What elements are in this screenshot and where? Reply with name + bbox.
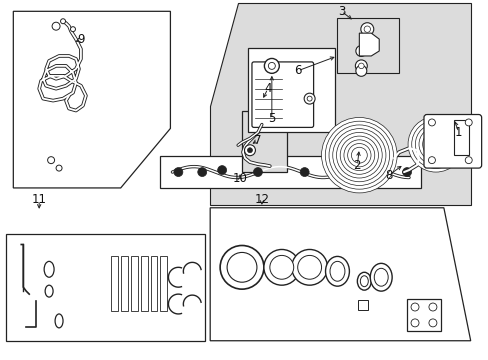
FancyBboxPatch shape	[160, 256, 167, 311]
Circle shape	[325, 121, 392, 189]
Circle shape	[52, 22, 60, 30]
Text: 10: 10	[232, 171, 247, 185]
Circle shape	[355, 60, 366, 72]
FancyBboxPatch shape	[423, 114, 481, 168]
Circle shape	[217, 166, 226, 175]
FancyBboxPatch shape	[121, 256, 127, 311]
Circle shape	[407, 117, 463, 172]
Circle shape	[429, 138, 441, 150]
Circle shape	[264, 58, 279, 73]
FancyBboxPatch shape	[247, 48, 335, 132]
Circle shape	[402, 168, 411, 176]
Polygon shape	[406, 299, 440, 331]
Circle shape	[56, 165, 62, 171]
Circle shape	[269, 255, 293, 279]
Ellipse shape	[369, 264, 391, 291]
Circle shape	[220, 246, 264, 289]
Circle shape	[355, 66, 366, 76]
Circle shape	[328, 125, 389, 185]
Text: 6: 6	[293, 64, 301, 77]
Circle shape	[410, 319, 418, 327]
Circle shape	[427, 157, 434, 164]
Polygon shape	[13, 11, 170, 188]
Circle shape	[351, 147, 366, 163]
Circle shape	[464, 157, 471, 164]
FancyBboxPatch shape	[337, 18, 398, 73]
Circle shape	[410, 303, 418, 311]
Circle shape	[355, 46, 366, 57]
Circle shape	[304, 93, 314, 104]
Circle shape	[264, 249, 299, 285]
Circle shape	[321, 117, 396, 193]
FancyBboxPatch shape	[160, 156, 420, 188]
Circle shape	[253, 168, 262, 176]
FancyBboxPatch shape	[141, 256, 147, 311]
Circle shape	[244, 145, 255, 156]
Polygon shape	[210, 3, 470, 205]
FancyBboxPatch shape	[453, 121, 468, 155]
Ellipse shape	[45, 285, 53, 297]
FancyBboxPatch shape	[358, 300, 367, 310]
Circle shape	[340, 136, 378, 174]
FancyBboxPatch shape	[150, 256, 157, 311]
Circle shape	[426, 135, 445, 154]
Circle shape	[268, 62, 275, 69]
Ellipse shape	[44, 261, 54, 277]
Polygon shape	[210, 208, 470, 341]
Circle shape	[300, 168, 308, 176]
Circle shape	[358, 63, 364, 69]
Circle shape	[343, 140, 374, 171]
Circle shape	[297, 255, 321, 279]
Circle shape	[336, 132, 382, 178]
Circle shape	[411, 120, 459, 168]
Ellipse shape	[357, 272, 370, 290]
Text: 9: 9	[77, 33, 84, 46]
Text: 2: 2	[353, 159, 360, 172]
Circle shape	[414, 124, 455, 165]
Circle shape	[61, 19, 65, 24]
FancyBboxPatch shape	[6, 234, 205, 341]
Ellipse shape	[329, 261, 344, 281]
FancyBboxPatch shape	[242, 111, 286, 172]
Circle shape	[376, 168, 385, 176]
Circle shape	[364, 26, 370, 32]
Circle shape	[174, 168, 183, 176]
Text: 5: 5	[267, 112, 275, 125]
Ellipse shape	[55, 314, 63, 328]
Circle shape	[427, 119, 434, 126]
Ellipse shape	[325, 256, 349, 286]
Circle shape	[342, 168, 351, 176]
Circle shape	[247, 148, 252, 153]
Text: 4: 4	[264, 82, 271, 95]
FancyBboxPatch shape	[251, 62, 313, 127]
Text: 3: 3	[337, 5, 345, 18]
Circle shape	[360, 23, 373, 36]
Circle shape	[332, 129, 385, 182]
Ellipse shape	[373, 268, 387, 286]
Text: 11: 11	[32, 193, 46, 206]
FancyBboxPatch shape	[130, 256, 137, 311]
Text: 12: 12	[254, 193, 269, 206]
Circle shape	[418, 127, 452, 161]
FancyBboxPatch shape	[111, 256, 118, 311]
Circle shape	[291, 249, 327, 285]
Polygon shape	[359, 33, 379, 56]
Circle shape	[422, 131, 448, 158]
Circle shape	[70, 27, 75, 32]
Ellipse shape	[360, 276, 367, 287]
Text: 8: 8	[385, 168, 392, 181]
Circle shape	[428, 303, 436, 311]
Circle shape	[464, 119, 471, 126]
Text: 1: 1	[454, 126, 462, 139]
Circle shape	[347, 144, 370, 167]
Circle shape	[428, 319, 436, 327]
Circle shape	[306, 96, 311, 101]
Circle shape	[226, 252, 256, 282]
Circle shape	[47, 157, 55, 164]
Circle shape	[197, 168, 206, 176]
Text: 7: 7	[254, 134, 261, 147]
